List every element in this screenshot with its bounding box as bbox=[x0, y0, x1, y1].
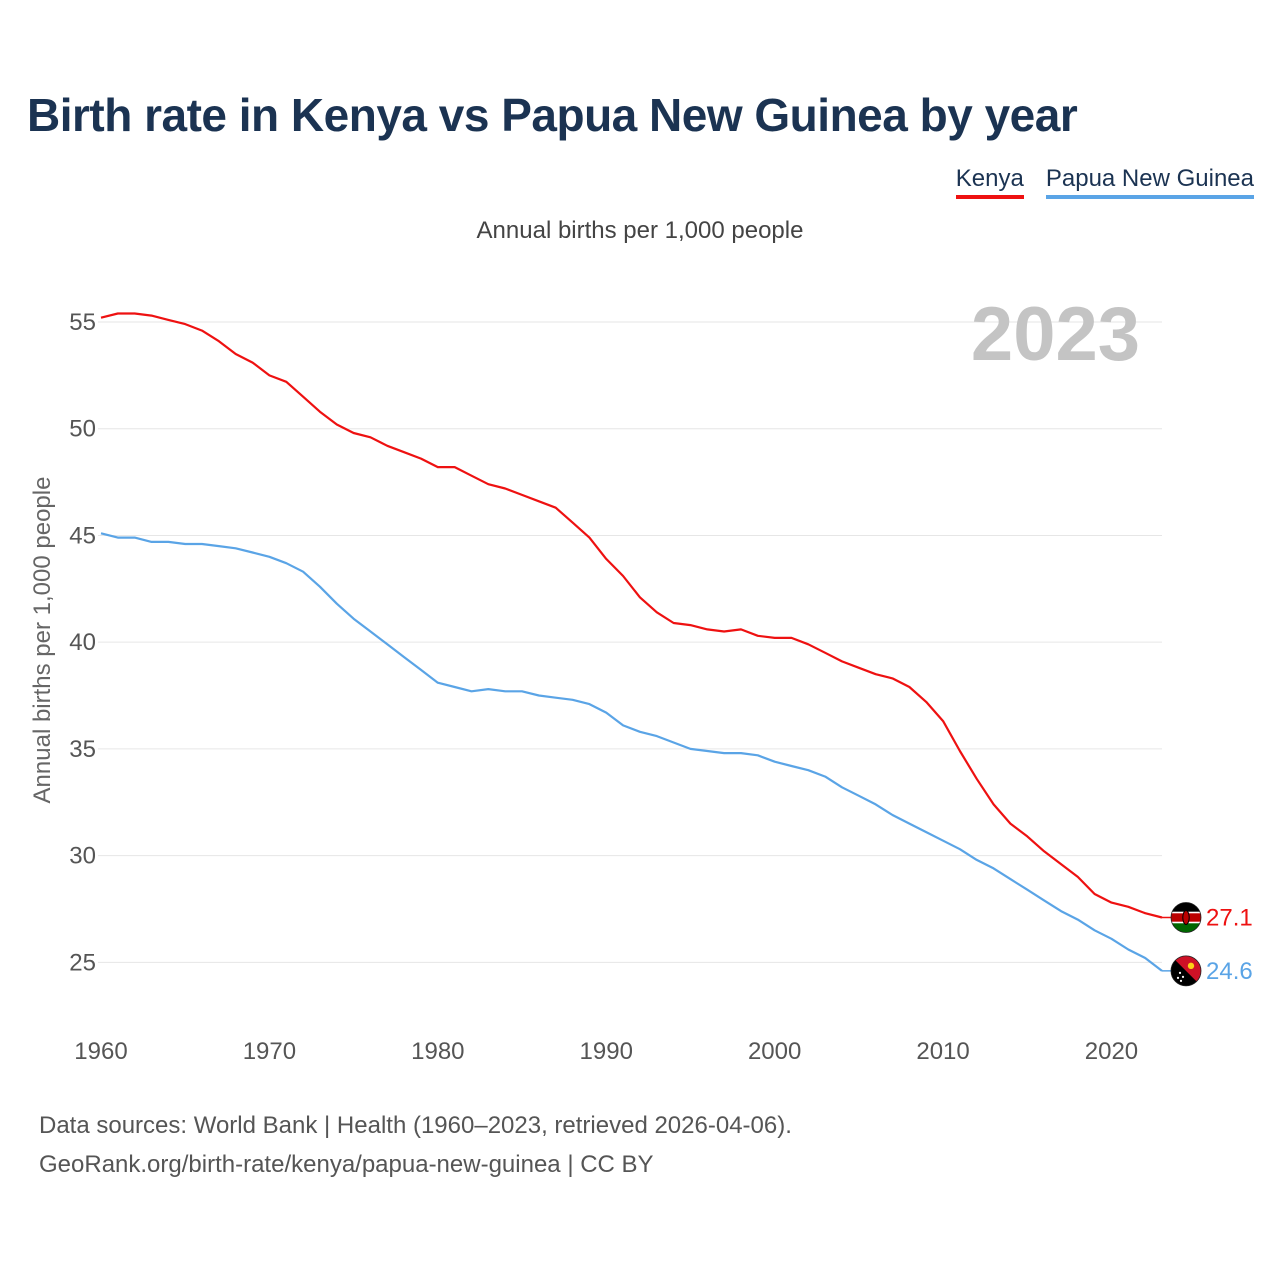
y-tick-labels: 25 30 35 40 45 50 55 bbox=[69, 309, 96, 976]
kenya-flag-icon bbox=[1170, 902, 1202, 933]
y-tick-35: 35 bbox=[69, 736, 96, 763]
line-chart: 25 30 35 40 45 50 55 1960 1970 1980 1990 2000 2010 2… bbox=[29, 292, 1253, 1065]
x-tick-1970: 1970 bbox=[243, 1038, 296, 1065]
y-tick-30: 30 bbox=[69, 843, 96, 870]
x-tick-1960: 1960 bbox=[74, 1038, 127, 1065]
chart-title: Birth rate in Kenya vs Papua New Guinea … bbox=[27, 89, 1078, 141]
papua-new-guinea-end-value-label: 24.6 bbox=[1206, 958, 1253, 985]
x-tick-2020: 2020 bbox=[1085, 1038, 1138, 1065]
y-tick-45: 45 bbox=[69, 522, 96, 549]
gridlines bbox=[98, 321, 1162, 963]
x-tick-1990: 1990 bbox=[580, 1038, 633, 1065]
legend-item-kenya[interactable]: Kenya bbox=[955, 166, 1024, 199]
series-line-kenya bbox=[100, 312, 1163, 919]
y-tick-25: 25 bbox=[69, 949, 96, 976]
chart-subtitle: Annual births per 1,000 people bbox=[476, 217, 804, 244]
x-tick-labels: 1960 1970 1980 1990 2000 2010 2020 bbox=[74, 1038, 1138, 1065]
y-tick-50: 50 bbox=[69, 416, 96, 443]
papua-new-guinea-flag-icon bbox=[1170, 955, 1202, 987]
year-watermark: 2023 bbox=[971, 292, 1140, 377]
y-axis-label: Annual births per 1,000 people bbox=[29, 477, 56, 804]
footer: Data sources: World Bank | Health (1960–… bbox=[39, 1106, 792, 1184]
series-lines bbox=[100, 312, 1171, 972]
x-tick-1980: 1980 bbox=[411, 1038, 464, 1065]
x-tick-2000: 2000 bbox=[748, 1038, 801, 1065]
y-tick-40: 40 bbox=[69, 629, 96, 656]
series-line-papua-new-guinea bbox=[100, 532, 1163, 972]
x-tick-2010: 2010 bbox=[916, 1038, 969, 1065]
y-tick-55: 55 bbox=[69, 309, 96, 336]
legend: Kenya Papua New Guinea bbox=[955, 166, 1254, 199]
kenya-end-value-label: 27.1 bbox=[1206, 904, 1253, 931]
legend-item-papua-new-guinea[interactable]: Papua New Guinea bbox=[1045, 166, 1254, 199]
data-source-text: Data sources: World Bank | Health (1960–… bbox=[39, 1112, 792, 1139]
attribution-link[interactable]: GeoRank.org/birth-rate/kenya/papua-new-g… bbox=[39, 1151, 654, 1178]
